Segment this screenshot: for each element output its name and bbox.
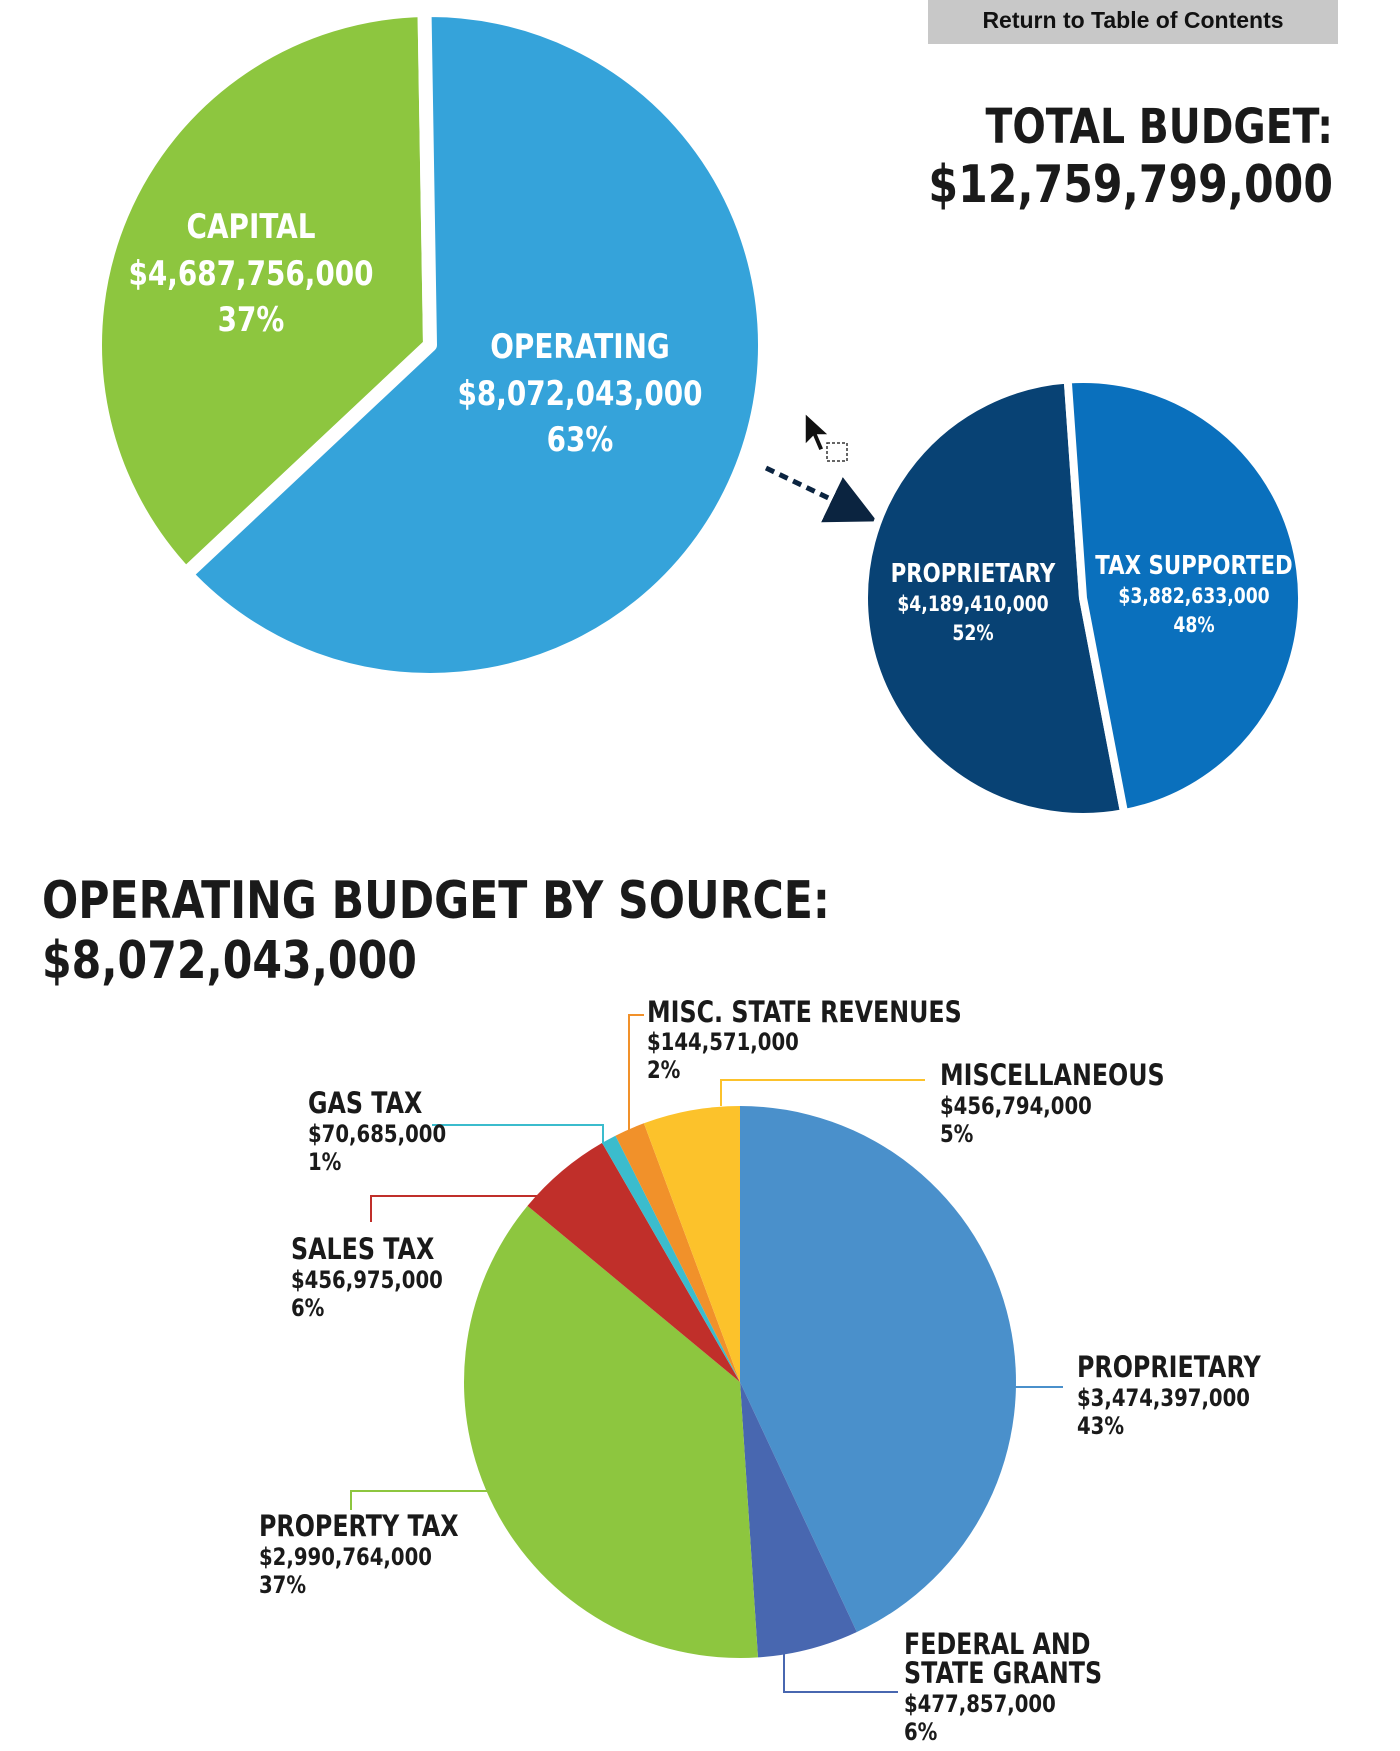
dashed-arrow xyxy=(764,465,878,523)
capital-slice xyxy=(88,3,437,582)
src-misc-label: MISCELLANEOUS xyxy=(940,1059,1165,1093)
total-budget-amount: $12,759,799,000 xyxy=(928,155,1333,215)
src-property-amount: $2,990,764,000 xyxy=(259,1544,432,1571)
operating-breakdown-labels: PROPRIETARY $4,189,410,000 52% TAX SUPPO… xyxy=(891,550,1293,646)
capital-amount: $4,687,756,000 xyxy=(128,254,373,293)
src-gas-percent: 1% xyxy=(308,1149,341,1176)
src-grants-label-line2: STATE GRANTS xyxy=(904,1657,1102,1691)
src-proprietary-label: PROPRIETARY xyxy=(1077,1351,1261,1385)
capital-label: CAPITAL xyxy=(187,207,316,246)
operating-slice-label: OPERATING $8,072,043,000 63% xyxy=(457,327,702,459)
operating-label: OPERATING xyxy=(490,327,670,366)
src-label-proprietary: PROPRIETARY $3,474,397,000 43% xyxy=(1077,1351,1261,1441)
proprietary-slice-label: PROPRIETARY $4,189,410,000 52% xyxy=(891,558,1056,646)
src-label-misc: MISCELLANEOUS $456,794,000 5% xyxy=(940,1059,1165,1149)
operating-breakdown-pie xyxy=(860,375,1306,821)
src-gas-label: GAS TAX xyxy=(308,1087,422,1121)
proprietary-slice xyxy=(860,375,1129,821)
capital-percent: 37% xyxy=(218,300,285,339)
src-misc-state-amount: $144,571,000 xyxy=(647,1029,799,1056)
tax-supported-label: TAX SUPPORTED xyxy=(1095,550,1292,581)
leader-line-misc-state xyxy=(628,1014,644,1132)
tax-supported-slice-label: TAX SUPPORTED $3,882,633,000 48% xyxy=(1095,550,1292,638)
src-misc-percent: 5% xyxy=(940,1121,973,1148)
return-to-toc-button[interactable]: Return to Table of Contents xyxy=(928,0,1338,44)
leader-line-property xyxy=(350,1490,490,1510)
src-misc-state-percent: 2% xyxy=(647,1057,680,1084)
src-label-sales: SALES TAX $456,975,000 6% xyxy=(291,1233,443,1323)
src-proprietary-percent: 43% xyxy=(1077,1413,1124,1440)
src-misc-slice xyxy=(643,1106,740,1382)
src-label-grants: FEDERAL AND STATE GRANTS $477,857,000 6% xyxy=(904,1628,1102,1747)
src-gas-slice xyxy=(602,1135,740,1382)
src-property-label: PROPERTY TAX xyxy=(259,1510,459,1544)
src-gas-amount: $70,685,000 xyxy=(308,1121,446,1148)
src-grants-amount: $477,857,000 xyxy=(904,1691,1056,1718)
operating-source-title: OPERATING BUDGET BY SOURCE: xyxy=(42,871,830,931)
src-grants-label-line1: FEDERAL AND xyxy=(904,1628,1091,1662)
operating-amount: $8,072,043,000 xyxy=(457,374,702,413)
src-label-property: PROPERTY TAX $2,990,764,000 37% xyxy=(259,1510,459,1600)
src-sales-label: SALES TAX xyxy=(291,1233,434,1267)
proprietary-percent: 52% xyxy=(952,620,993,645)
leader-lines xyxy=(350,1014,1063,1693)
src-sales-slice xyxy=(527,1142,740,1382)
operating-slice xyxy=(178,3,773,688)
tax-supported-percent: 48% xyxy=(1173,612,1214,637)
leader-line-misc xyxy=(720,1079,925,1106)
leader-line-grants xyxy=(783,1640,898,1693)
operating-percent: 63% xyxy=(547,420,614,459)
operating-source-pie xyxy=(464,1106,1016,1658)
src-property-slice xyxy=(464,1205,758,1658)
src-grants-percent: 6% xyxy=(904,1719,937,1746)
total-budget-pie-labels: CAPITAL $4,687,756,000 37% OPERATING $8,… xyxy=(128,207,702,459)
proprietary-amount: $4,189,410,000 xyxy=(897,591,1048,616)
tax-supported-slice xyxy=(1063,375,1306,818)
src-misc-state-slice xyxy=(615,1123,740,1382)
src-label-misc-state: MISC. STATE REVENUES $144,571,000 2% xyxy=(647,996,962,1085)
capital-slice-label: CAPITAL $4,687,756,000 37% xyxy=(128,207,373,339)
src-grants-slice xyxy=(740,1382,857,1658)
proprietary-label: PROPRIETARY xyxy=(891,558,1056,589)
total-budget-title: TOTAL BUDGET: xyxy=(986,99,1333,155)
source-labels: PROPRIETARY $3,474,397,000 43% FEDERAL A… xyxy=(259,996,1261,1747)
total-budget-pie xyxy=(88,3,773,688)
src-proprietary-slice xyxy=(740,1106,1016,1633)
src-label-gas: GAS TAX $70,685,000 1% xyxy=(308,1087,446,1177)
tax-supported-amount: $3,882,633,000 xyxy=(1118,583,1269,608)
src-misc-amount: $456,794,000 xyxy=(940,1093,1092,1120)
src-misc-state-label: MISC. STATE REVENUES xyxy=(647,996,962,1030)
leader-line-gas xyxy=(432,1124,604,1144)
src-sales-percent: 6% xyxy=(291,1295,324,1322)
mouse-cursor-icon xyxy=(804,411,848,462)
src-sales-amount: $456,975,000 xyxy=(291,1267,443,1294)
src-proprietary-amount: $3,474,397,000 xyxy=(1077,1385,1250,1412)
operating-source-amount: $8,072,043,000 xyxy=(42,931,417,991)
src-property-percent: 37% xyxy=(259,1572,306,1599)
leader-line-sales xyxy=(370,1195,540,1222)
